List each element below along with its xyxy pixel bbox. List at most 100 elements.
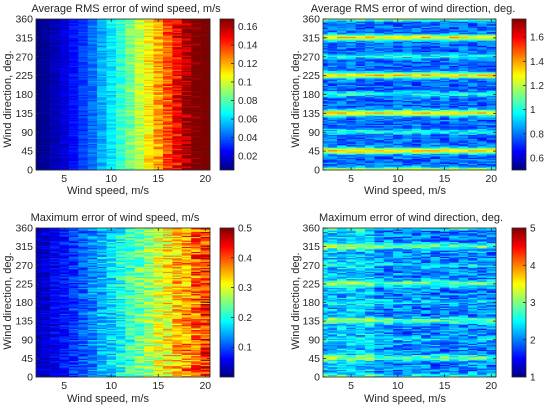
heatmap-cell bbox=[172, 24, 183, 26]
heatmap-cell bbox=[458, 29, 469, 31]
heatmap-cell bbox=[181, 50, 192, 53]
heatmap-cell bbox=[36, 260, 41, 262]
heatmap-cell bbox=[486, 50, 497, 53]
heatmap-cell bbox=[337, 117, 347, 119]
heatmap-cell bbox=[365, 94, 375, 97]
heatmap-cell bbox=[144, 127, 154, 129]
heatmap-cell bbox=[97, 124, 107, 127]
heatmap-cell bbox=[191, 20, 201, 22]
heatmap-cell bbox=[40, 31, 51, 34]
heatmap-cell bbox=[200, 81, 211, 84]
heatmap-cell bbox=[36, 129, 41, 132]
heatmap-cell bbox=[87, 98, 98, 100]
heatmap-cell bbox=[40, 85, 51, 88]
heatmap-cell bbox=[439, 75, 450, 78]
heatmap-cell bbox=[106, 29, 117, 31]
heatmap-cell bbox=[115, 133, 126, 136]
heatmap-cell bbox=[365, 52, 375, 55]
heatmap-cell bbox=[181, 44, 192, 46]
heatmap-cell bbox=[68, 71, 79, 74]
heatmap-cell bbox=[36, 354, 41, 357]
heatmap-cell bbox=[402, 128, 413, 131]
y-tick-label: 360 bbox=[15, 14, 33, 26]
heatmap-cell bbox=[191, 158, 201, 161]
heatmap-cell bbox=[430, 26, 441, 29]
heatmap-cell bbox=[144, 149, 154, 152]
heatmap-cell bbox=[68, 24, 79, 26]
heatmap-cell bbox=[115, 143, 126, 146]
heatmap-cell bbox=[449, 61, 459, 64]
heatmap-cell bbox=[421, 80, 431, 83]
heatmap-cell bbox=[115, 39, 126, 41]
heatmap-cell bbox=[40, 45, 51, 47]
heatmap-cell bbox=[449, 107, 459, 109]
heatmap-cell bbox=[36, 123, 41, 125]
heatmap-cell bbox=[50, 304, 60, 307]
heatmap-cell bbox=[191, 42, 201, 45]
heatmap-cell bbox=[36, 343, 41, 346]
heatmap-cell bbox=[374, 141, 385, 143]
heatmap-cell bbox=[421, 25, 431, 27]
heatmap-cell bbox=[162, 36, 173, 39]
heatmap-cell bbox=[36, 334, 41, 337]
heatmap-cell bbox=[97, 25, 107, 27]
heatmap-cell bbox=[78, 29, 89, 31]
x-axis-ticks: 5 10 15 20 bbox=[61, 19, 211, 185]
heatmap-cell bbox=[68, 60, 79, 63]
heatmap-cell bbox=[36, 162, 41, 165]
heatmap-cell bbox=[144, 136, 154, 138]
heatmap-cell bbox=[191, 125, 201, 128]
heatmap-cell bbox=[486, 39, 497, 41]
heatmap-cell bbox=[40, 268, 51, 271]
heatmap-cell bbox=[411, 103, 422, 105]
heatmap-cell bbox=[467, 37, 478, 40]
heatmap-cell bbox=[40, 355, 51, 358]
heatmap-cell bbox=[323, 105, 328, 108]
heatmap-cell bbox=[191, 89, 201, 92]
heatmap-cell bbox=[393, 163, 403, 166]
heatmap-cell bbox=[87, 35, 98, 37]
heatmap-cell bbox=[337, 79, 347, 81]
heatmap-cell bbox=[181, 133, 192, 136]
heatmap-cell bbox=[365, 73, 375, 75]
heatmap-cell bbox=[477, 78, 487, 80]
heatmap-cell bbox=[346, 118, 357, 120]
heatmap-cell bbox=[430, 128, 441, 131]
heatmap-cell bbox=[327, 26, 338, 29]
heatmap-cell bbox=[50, 113, 60, 115]
heatmap-cell bbox=[365, 105, 375, 108]
heatmap-cell bbox=[50, 80, 60, 83]
heatmap-cell bbox=[191, 75, 201, 78]
heatmap-cell bbox=[153, 89, 164, 92]
heatmap-cell bbox=[383, 132, 394, 134]
heatmap-cell bbox=[134, 46, 145, 49]
heatmap-cell bbox=[449, 114, 459, 117]
heatmap-cell bbox=[421, 55, 431, 58]
heatmap-cell bbox=[106, 84, 117, 86]
heatmap-cell bbox=[200, 31, 211, 34]
heatmap-cell bbox=[144, 148, 154, 151]
heatmap-cell bbox=[449, 144, 459, 147]
heatmap-cell bbox=[50, 44, 60, 46]
heatmap-cell bbox=[439, 147, 450, 149]
heatmap-cell bbox=[421, 22, 431, 25]
heatmap-cell bbox=[421, 102, 431, 104]
heatmap-cell bbox=[59, 109, 70, 112]
heatmap-cell bbox=[477, 128, 487, 131]
heatmap-cell bbox=[59, 78, 70, 80]
heatmap-cell bbox=[68, 42, 79, 45]
heatmap-cell bbox=[50, 50, 60, 53]
heatmap-cell bbox=[393, 42, 403, 45]
heatmap-cell bbox=[78, 134, 89, 137]
heatmap-cell bbox=[144, 37, 154, 40]
heatmap-cell bbox=[50, 307, 60, 310]
heatmap-cell bbox=[125, 32, 136, 35]
x-tick-label: 20 bbox=[199, 173, 211, 185]
heatmap-cell bbox=[449, 75, 459, 78]
heatmap-cell bbox=[59, 104, 70, 107]
heatmap-cell bbox=[477, 41, 487, 44]
heatmap-cell bbox=[200, 153, 211, 156]
heatmap-cell bbox=[477, 61, 487, 64]
heatmap-cell bbox=[458, 51, 469, 54]
heatmap-cell bbox=[134, 41, 145, 44]
